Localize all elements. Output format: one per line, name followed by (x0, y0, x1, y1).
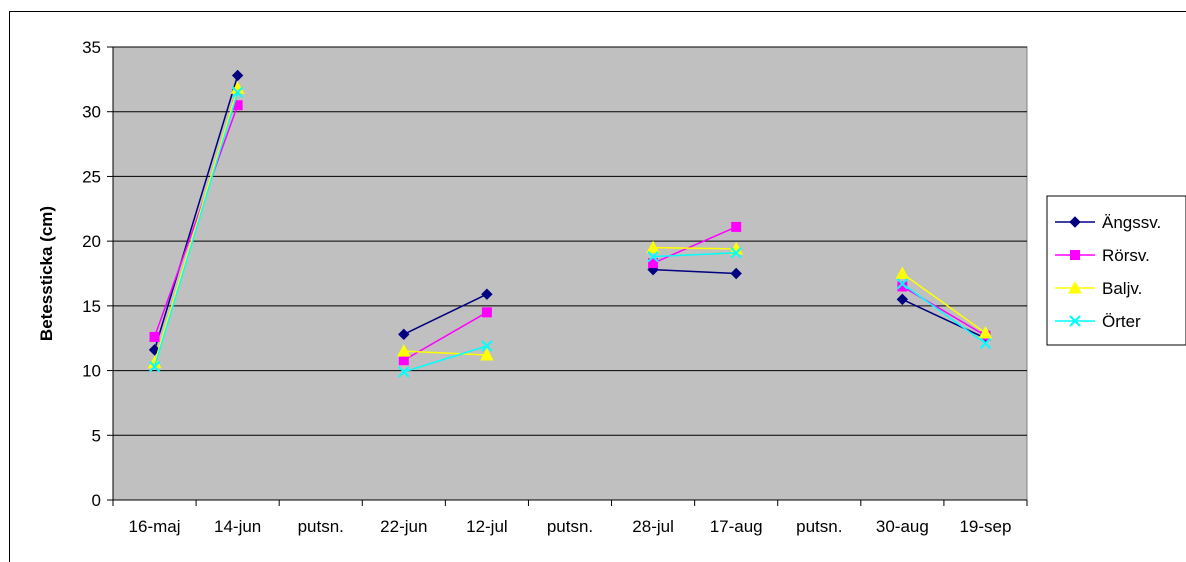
x-tick-label: 17-aug (710, 517, 763, 536)
series-line (153, 88, 239, 364)
series-line (153, 75, 239, 351)
y-axis-title: Betessticka (cm) (37, 206, 56, 341)
marker-x-stroke (896, 278, 909, 290)
y-tick-label: 35 (82, 38, 101, 57)
y-tick-label: 5 (92, 426, 101, 445)
marker-x (647, 250, 659, 263)
marker-x-stroke (1069, 315, 1081, 327)
series-line (153, 92, 239, 367)
x-tick-label: 19-sep (959, 517, 1011, 536)
marker-x-stroke (231, 86, 244, 99)
marker-x (398, 366, 410, 378)
series-line (652, 226, 737, 264)
series-line (901, 283, 986, 345)
marker-x-stroke (730, 247, 742, 259)
legend-label: Rörsv. (1102, 246, 1150, 265)
x-tick-label: putsn. (796, 517, 842, 536)
y-tick-label: 30 (82, 103, 101, 122)
marker-diamond (896, 293, 909, 306)
legend-item: Örter (1055, 312, 1141, 331)
series-line (403, 350, 487, 356)
marker-x (1069, 315, 1081, 327)
marker-x-stroke (979, 337, 992, 350)
legend-label: Baljv. (1102, 279, 1142, 298)
marker-square (481, 307, 492, 318)
plot-area (112, 46, 1028, 501)
series-line (653, 252, 737, 258)
marker-x-stroke (481, 340, 493, 352)
marker-diamond (730, 267, 742, 280)
marker-square (731, 221, 742, 232)
x-tick-label: 28-jul (632, 517, 674, 536)
x-tick-label: 22-jun (380, 517, 427, 536)
series-line (901, 272, 986, 334)
marker-triangle (1068, 280, 1082, 294)
marker-x-stroke (647, 250, 659, 263)
marker-square (1070, 250, 1080, 260)
legend-label: Ängssv. (1102, 213, 1161, 232)
series-4 (148, 86, 992, 378)
legend-item: Ängssv. (1055, 213, 1161, 232)
series-line (653, 246, 737, 250)
y-tick-label: 25 (82, 167, 101, 186)
legend-item: Baljv. (1055, 279, 1142, 298)
y-tick-label: 0 (92, 491, 101, 510)
series-line (403, 293, 488, 336)
marker-diamond (481, 288, 493, 300)
marker-diamond (398, 328, 410, 341)
y-tick-label: 15 (82, 297, 101, 316)
marker-triangle (978, 325, 993, 339)
marker-square (398, 355, 409, 366)
marker-diamond (231, 69, 244, 82)
x-tick-label: 30-aug (876, 517, 929, 536)
marker-triangle (895, 266, 910, 279)
marker-x-stroke (148, 360, 161, 373)
series-line (653, 268, 737, 275)
marker-triangle (396, 344, 411, 357)
marker-x (730, 247, 742, 259)
x-tick-label: 16-maj (129, 517, 181, 536)
marker-x (148, 360, 161, 373)
marker-triangle (480, 347, 494, 361)
x-tick-label: 12-jul (466, 517, 508, 536)
legend-label: Örter (1102, 312, 1141, 331)
marker-square (648, 258, 659, 269)
x-tick-label: putsn. (298, 517, 344, 536)
x-tick-label: putsn. (547, 517, 593, 536)
marker-x (979, 337, 992, 350)
marker-square (149, 331, 160, 342)
x-tick-label: 14-jun (214, 517, 261, 536)
legend-box (1046, 195, 1186, 346)
y-tick-label: 10 (82, 362, 101, 381)
marker-x-stroke (398, 366, 410, 378)
marker-x (896, 278, 909, 290)
y-tick-label: 20 (82, 232, 101, 251)
marker-diamond (1069, 216, 1081, 228)
series-line (902, 298, 986, 339)
marker-x (231, 86, 244, 99)
chart-area-frame (9, 11, 1186, 562)
series-line (153, 104, 239, 338)
marker-triangle (646, 240, 660, 254)
marker-x (481, 340, 493, 352)
series-line (403, 345, 488, 373)
legend-item: Rörsv. (1055, 246, 1150, 265)
